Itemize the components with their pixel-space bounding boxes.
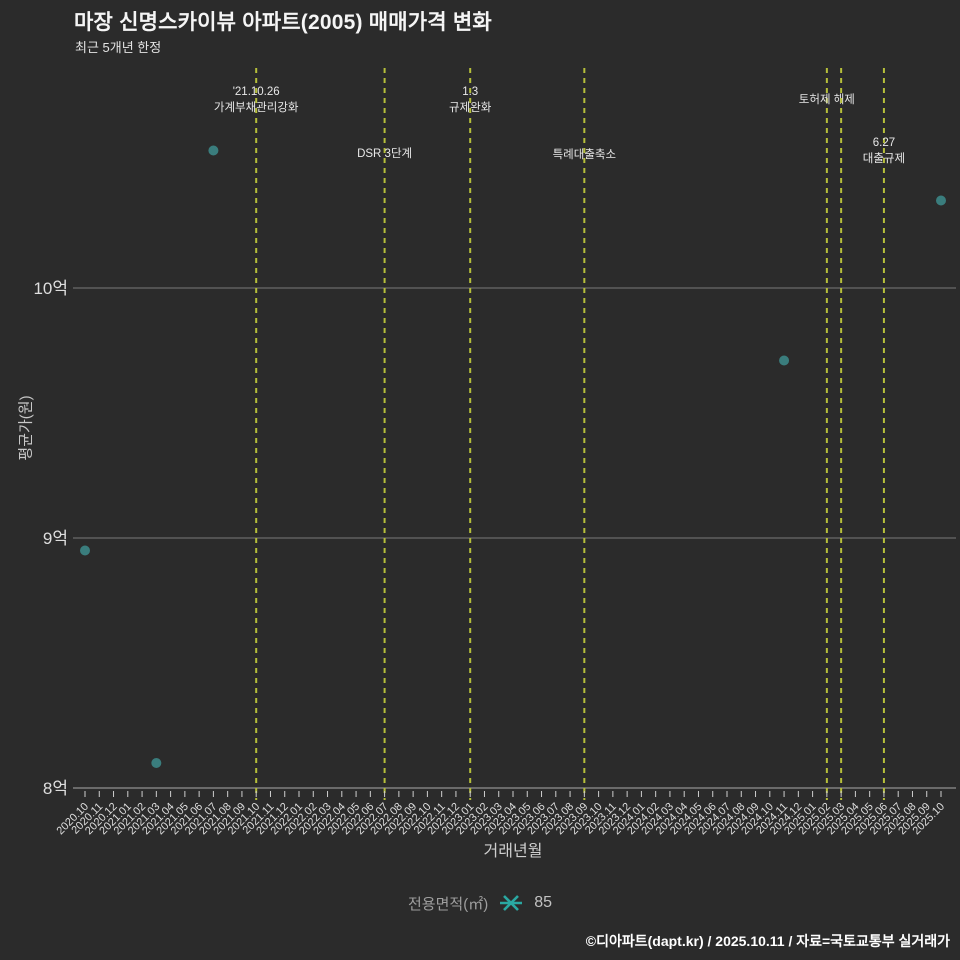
y-tick-label: 9억 <box>43 529 68 548</box>
event-annotation: 6.27 <box>873 137 895 149</box>
event-annotation: 가계부채관리강화 <box>214 101 299 114</box>
event-annotation: DSR 3단계 <box>357 147 412 160</box>
area-85-marker-icon <box>500 895 523 911</box>
x-axis-title: 거래년월 <box>483 843 543 860</box>
event-annotation: 특례대출축소 <box>553 148 616 161</box>
data-point[interactable] <box>936 195 946 206</box>
event-annotation: 규제완화 <box>449 101 492 114</box>
event-annotation: '21.10.26 <box>233 86 280 98</box>
y-tick-label: 10억 <box>33 279 68 298</box>
y-tick-label: 8억 <box>43 779 68 798</box>
legend-label: 전용면적(㎡) <box>408 895 489 913</box>
data-point[interactable] <box>779 355 790 366</box>
legend: 전용면적(㎡) 85 <box>0 892 960 914</box>
event-annotation: 1.3 <box>462 86 478 98</box>
event-annotation: 대출규제 <box>863 152 905 165</box>
footer-credit: ©디아파트(dapt.kr) / 2025.10.11 / 자료=국토교통부 실… <box>585 933 950 949</box>
event-annotation: 토허제 해제 <box>799 93 855 106</box>
data-point[interactable] <box>80 545 90 556</box>
legend-value: 85 <box>534 894 552 911</box>
data-point[interactable] <box>208 145 219 156</box>
y-axis-title: 평균가(원) <box>17 395 35 461</box>
chart-title: 마장 신명스카이뷰 아파트(2005) 매매가격 변화 <box>74 11 492 34</box>
chart-subtitle: 최근 5개년 한정 <box>75 40 162 55</box>
data-point[interactable] <box>151 758 162 768</box>
